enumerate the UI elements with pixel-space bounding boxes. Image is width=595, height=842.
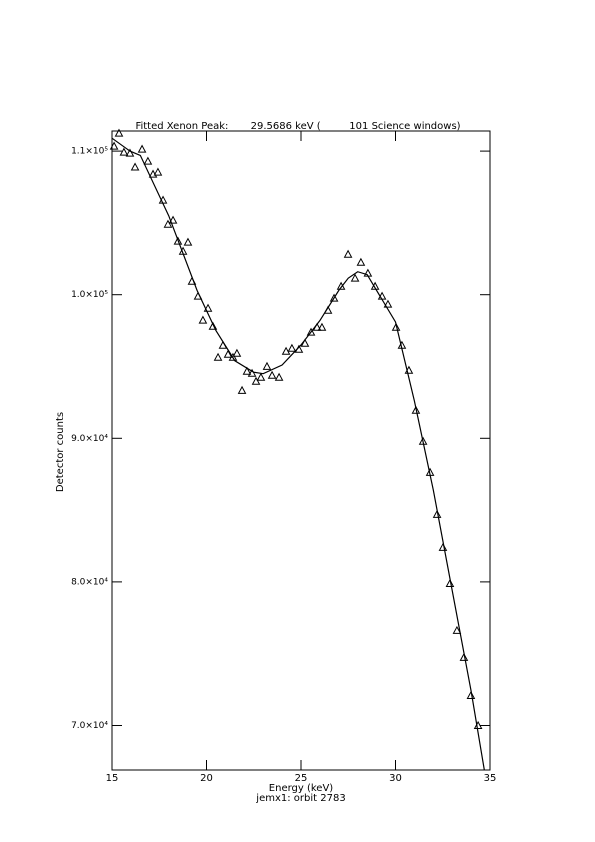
data-point [452,625,462,634]
data-point [232,348,242,357]
data-point [317,322,327,331]
data-point [153,167,163,176]
y-tick-label: 9.0×10⁴ [71,434,108,444]
data-point [247,368,257,377]
data-point [267,370,277,379]
data-point [125,148,135,157]
data-point [203,303,213,312]
data-point [223,349,233,358]
data-point [163,219,173,228]
x-tick-label: 20 [200,773,213,784]
data-point [343,249,353,258]
data-point [383,299,393,308]
data-point [411,405,421,414]
data-point [130,162,140,171]
data-point [251,376,261,385]
x-tick-label: 15 [106,773,119,784]
data-point [143,156,153,165]
data-point [114,128,124,137]
data-point [391,322,401,331]
fit-line [111,137,485,771]
data-point [168,215,178,224]
data-point [274,372,284,381]
data-point [228,352,238,361]
data-point [262,361,272,370]
data-point [281,346,291,355]
data-point [466,690,476,699]
data-point [459,652,469,661]
data-point [237,385,247,394]
y-axis-label: Detector counts [55,412,66,492]
x-tick-label: 25 [295,773,308,784]
data-point [198,315,208,324]
x-tick-label: 30 [389,773,402,784]
data-point [306,327,316,336]
x-tick-label: 35 [484,773,497,784]
data-point [109,141,119,150]
data-point [356,257,366,266]
subtitle: jemx1: orbit 2783 [255,793,345,804]
data-point [137,144,147,153]
chart-title: Fitted Xenon Peak: 29.5686 keV ( 101 Sci… [135,121,460,132]
data-point [445,578,455,587]
data-point [329,293,339,302]
data-point [256,372,266,381]
data-point [173,236,183,245]
data-point [432,509,442,518]
data-point [119,147,129,156]
data-point [438,542,448,551]
y-tick-label: 7.0×10⁴ [71,721,108,731]
y-tick-label: 1.1×10⁵ [71,147,108,157]
data-point [208,321,218,330]
data-point [183,237,193,246]
data-point [350,273,360,282]
data-point [242,366,252,375]
data-point [213,352,223,361]
y-tick-label: 1.0×10⁵ [71,290,108,300]
x-axis-label: Energy (keV) [269,783,334,794]
y-tick-label: 8.0×10⁴ [71,577,108,587]
data-point [287,343,297,352]
